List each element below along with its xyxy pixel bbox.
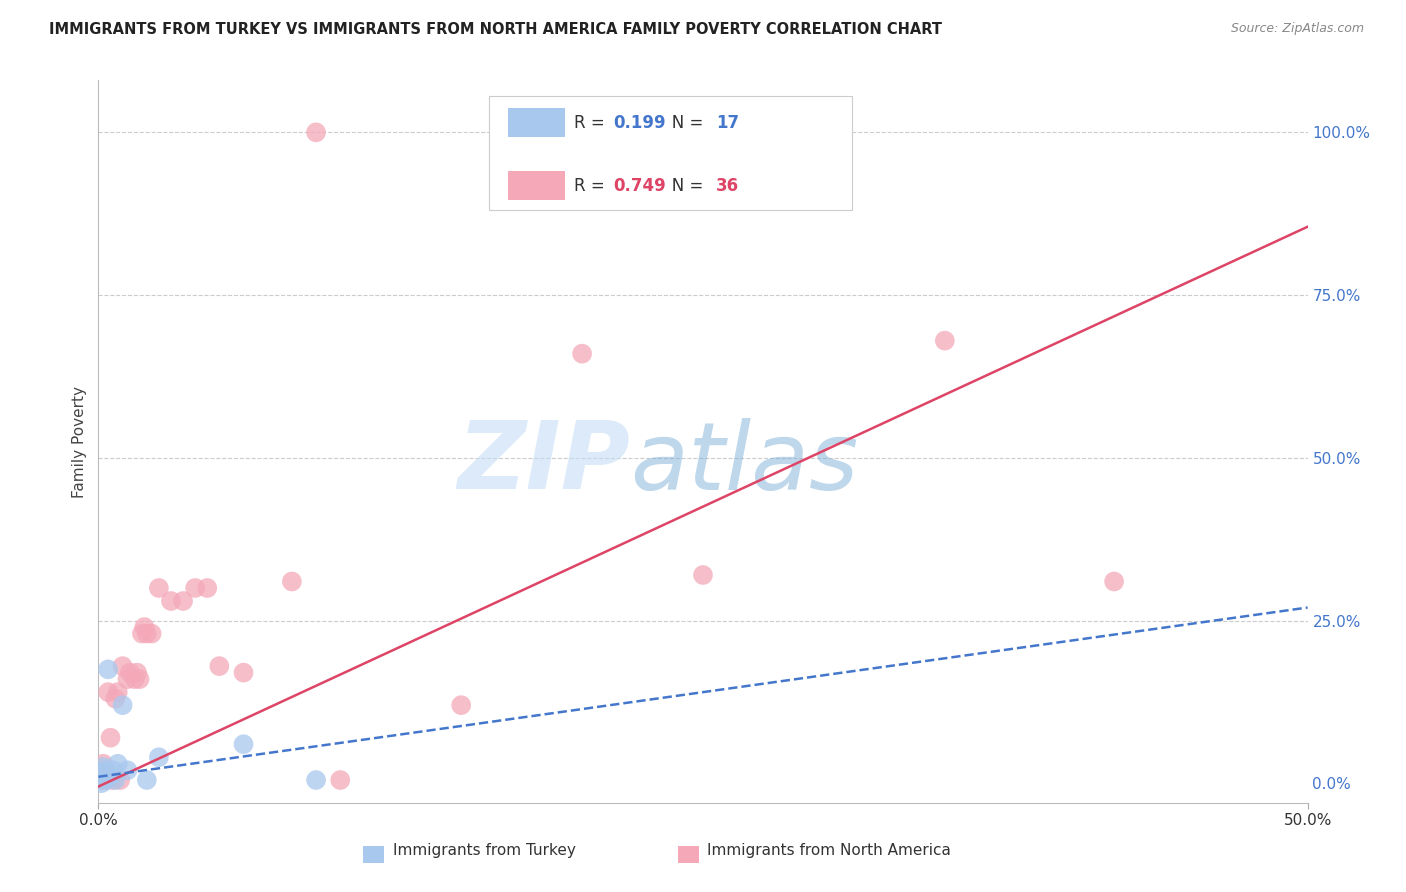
Point (97, 662, 120, 676)
Y-axis label: Family Poverty: Family Poverty (72, 385, 87, 498)
Point (91, 772, 114, 787)
Point (101, 772, 124, 787)
Point (692, 568, 714, 582)
Point (90, 766, 112, 780)
Text: 0.199: 0.199 (613, 114, 666, 132)
Point (148, 581, 170, 595)
Text: R =: R = (574, 114, 610, 132)
Text: ZIP: ZIP (457, 417, 630, 509)
Point (160, 594, 183, 608)
Point (128, 672, 150, 686)
Text: 17: 17 (716, 114, 740, 132)
Point (184, 581, 207, 595)
Point (1102, 574, 1125, 589)
Point (117, 764, 139, 778)
FancyBboxPatch shape (509, 171, 565, 200)
Point (118, 665, 141, 680)
Point (107, 685, 129, 699)
Point (281, 574, 304, 589)
Text: Immigrants from North America: Immigrants from North America (707, 843, 950, 858)
FancyBboxPatch shape (509, 109, 565, 137)
Text: N =: N = (655, 114, 709, 132)
Point (329, 772, 352, 787)
Point (571, 346, 593, 360)
Point (305, 125, 328, 139)
Point (91, 772, 114, 787)
Point (107, 756, 129, 771)
Point (148, 750, 170, 764)
Point (100, 770, 122, 784)
Text: Source: ZipAtlas.com: Source: ZipAtlas.com (1230, 22, 1364, 36)
Point (232, 737, 254, 751)
Point (934, 334, 956, 348)
Point (97, 685, 120, 699)
Point (104, 772, 127, 787)
Text: 36: 36 (716, 177, 740, 194)
Point (90, 772, 112, 787)
Point (94, 764, 117, 778)
Text: atlas: atlas (630, 417, 859, 508)
Point (91, 756, 114, 771)
FancyBboxPatch shape (363, 847, 384, 863)
Point (100, 731, 122, 745)
Point (208, 659, 231, 673)
Text: 0.749: 0.749 (613, 177, 666, 194)
Point (117, 672, 139, 686)
Point (111, 698, 134, 713)
Text: Immigrants from Turkey: Immigrants from Turkey (392, 843, 575, 858)
Point (141, 626, 163, 640)
Point (124, 672, 146, 686)
Point (127, 665, 149, 680)
Text: N =: N = (655, 177, 709, 194)
FancyBboxPatch shape (678, 847, 699, 863)
Point (305, 772, 328, 787)
Point (91, 760, 114, 774)
Point (172, 594, 194, 608)
Point (94, 770, 117, 784)
FancyBboxPatch shape (489, 96, 852, 211)
Point (90, 772, 112, 787)
Point (104, 691, 127, 706)
Text: IMMIGRANTS FROM TURKEY VS IMMIGRANTS FROM NORTH AMERICA FAMILY POVERTY CORRELATI: IMMIGRANTS FROM TURKEY VS IMMIGRANTS FRO… (49, 22, 942, 37)
Point (94, 772, 117, 787)
Point (450, 698, 472, 713)
Point (101, 764, 124, 778)
Point (195, 581, 218, 595)
Point (108, 772, 131, 787)
Point (131, 626, 153, 640)
Point (111, 659, 134, 673)
Point (135, 772, 157, 787)
Point (90, 766, 112, 780)
Text: R =: R = (574, 177, 610, 194)
Point (135, 626, 157, 640)
Point (134, 620, 156, 634)
Point (232, 665, 254, 680)
